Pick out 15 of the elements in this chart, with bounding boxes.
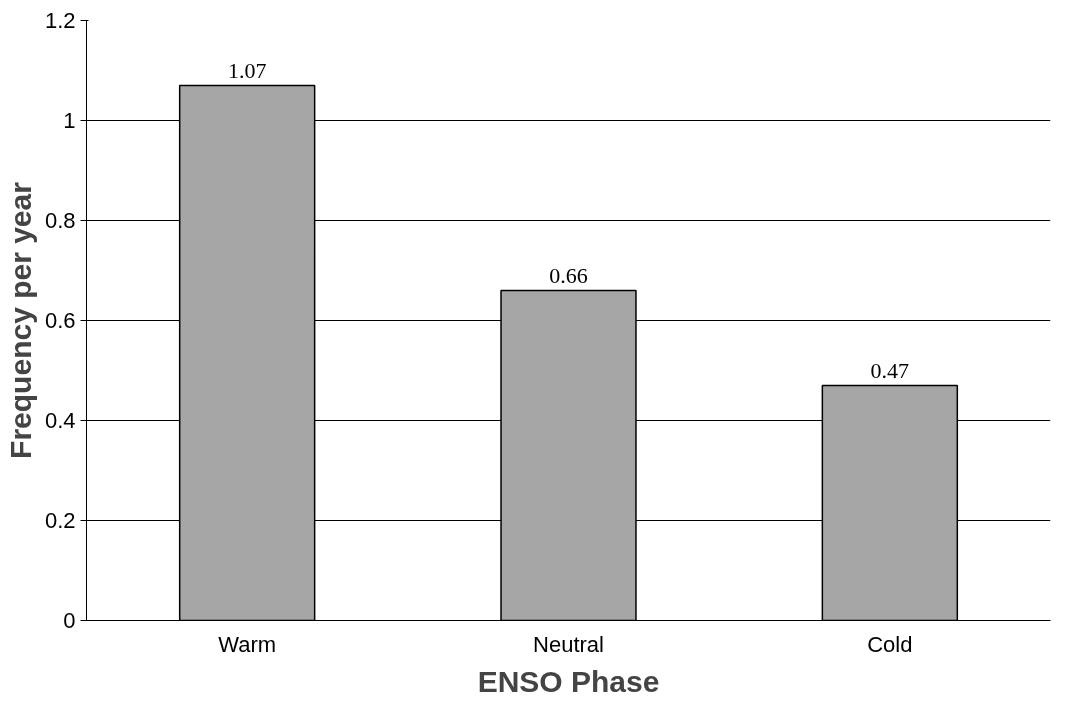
data-label: 0.47 (870, 357, 910, 383)
data-label: 1.07 (227, 57, 267, 83)
y-tick-label: 0 (63, 608, 76, 633)
x-tick-label: Warm (218, 631, 277, 657)
y-tick-label: 1.2 (44, 8, 76, 33)
x-axis-title: ENSO Phase (477, 664, 660, 698)
y-tick-label: 1 (63, 108, 76, 133)
y-tick-label: 0.6 (44, 308, 76, 333)
y-tick-label: 0.2 (44, 508, 76, 533)
y-tick-label: 0.8 (44, 208, 76, 233)
y-tick-label: 0.4 (44, 408, 76, 433)
data-label: 0.66 (549, 262, 588, 288)
x-tick-label: Neutral (533, 631, 604, 657)
x-tick-label: Cold (867, 631, 913, 657)
y-axis-title: Frequency per year (3, 181, 37, 459)
